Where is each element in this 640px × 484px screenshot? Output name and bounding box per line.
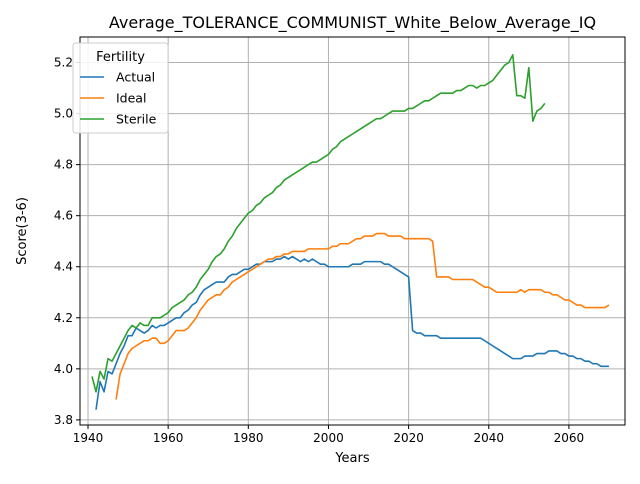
axis-ticks: 1940 1960 1980 2000 2020 2040 2060 3.8 4.0 4.2 4.4… bbox=[54, 56, 584, 445]
legend-label-actual: Actual bbox=[116, 70, 155, 85]
x-tick-label: 2040 bbox=[473, 431, 504, 445]
legend-box bbox=[72, 42, 169, 134]
series-line-sterile bbox=[91, 54, 546, 393]
x-tick-label: 2000 bbox=[313, 431, 344, 445]
y-tick-label: 4.0 bbox=[54, 362, 73, 376]
x-tick-label: 1940 bbox=[73, 431, 104, 445]
x-tick-label: 2060 bbox=[554, 431, 585, 445]
x-tick-label: 1960 bbox=[153, 431, 184, 445]
chart-title: Average_TOLERANCE_COMMUNIST_White_Below_… bbox=[109, 13, 596, 33]
x-axis-label: Years bbox=[334, 451, 370, 466]
y-tick-label: 4.6 bbox=[54, 209, 73, 223]
plot-frame bbox=[79, 36, 626, 426]
series-line-actual bbox=[95, 255, 609, 410]
y-axis-label: Score(3-6) bbox=[15, 197, 30, 265]
y-tick-label: 4.8 bbox=[54, 158, 73, 172]
legend-label-ideal: Ideal bbox=[116, 91, 146, 106]
x-tick-label: 1980 bbox=[233, 431, 264, 445]
series-lines bbox=[91, 54, 610, 410]
x-tick-label: 2020 bbox=[393, 431, 424, 445]
grid bbox=[80, 37, 625, 425]
plot-area bbox=[80, 37, 625, 425]
y-tick-label: 4.4 bbox=[54, 260, 73, 274]
y-tick-label: 5.0 bbox=[54, 107, 73, 121]
y-tick-label: 3.8 bbox=[54, 413, 73, 427]
series-line-ideal bbox=[115, 232, 610, 400]
y-tick-label: 5.2 bbox=[54, 56, 73, 70]
legend-items: Actual Ideal Sterile bbox=[80, 70, 157, 127]
legend: Fertility Actual Ideal Sterile bbox=[72, 42, 169, 134]
y-tick-label: 4.2 bbox=[54, 311, 73, 325]
legend-title: Fertility bbox=[96, 50, 145, 65]
legend-label-sterile: Sterile bbox=[116, 112, 157, 127]
